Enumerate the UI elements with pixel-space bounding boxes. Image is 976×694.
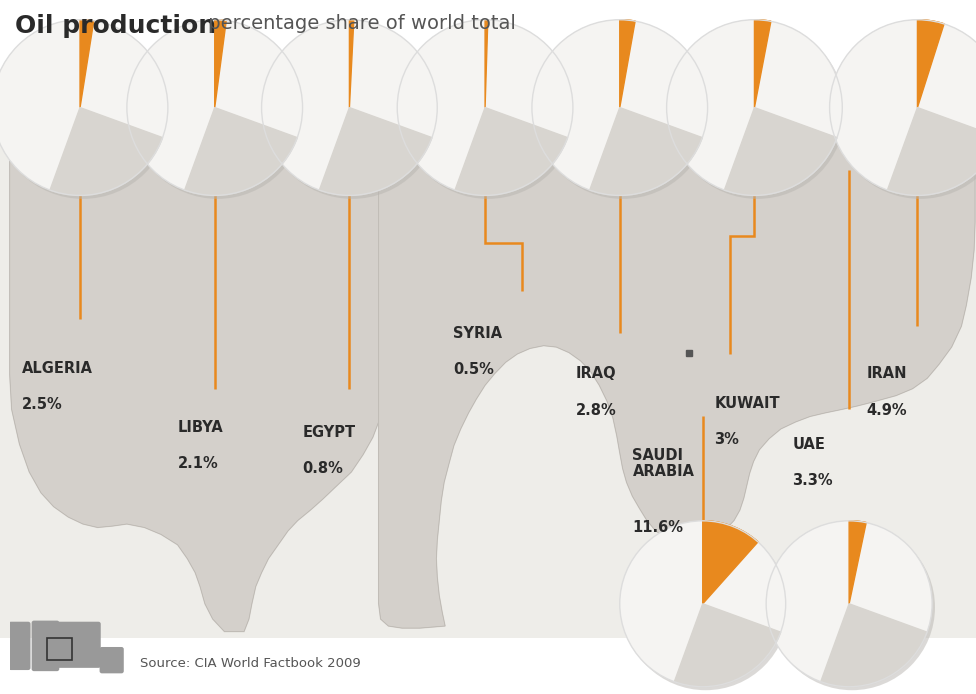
Text: 0.5%: 0.5% bbox=[453, 362, 494, 378]
Ellipse shape bbox=[532, 19, 708, 196]
Text: KUWAIT: KUWAIT bbox=[714, 396, 780, 411]
Text: LIBYA: LIBYA bbox=[178, 420, 224, 435]
Polygon shape bbox=[184, 108, 298, 196]
Ellipse shape bbox=[769, 524, 935, 691]
Ellipse shape bbox=[833, 23, 976, 199]
Polygon shape bbox=[10, 139, 410, 632]
Ellipse shape bbox=[830, 19, 976, 196]
Text: EGYPT: EGYPT bbox=[303, 425, 355, 440]
Ellipse shape bbox=[264, 23, 440, 199]
Ellipse shape bbox=[127, 19, 303, 196]
Polygon shape bbox=[754, 19, 771, 108]
Polygon shape bbox=[80, 19, 94, 108]
Ellipse shape bbox=[397, 19, 573, 196]
Ellipse shape bbox=[397, 19, 573, 196]
Text: 2.5%: 2.5% bbox=[21, 397, 62, 412]
Bar bbox=[47, 638, 72, 660]
Text: 4.9%: 4.9% bbox=[867, 403, 908, 418]
Polygon shape bbox=[349, 19, 354, 108]
FancyBboxPatch shape bbox=[9, 622, 30, 670]
Ellipse shape bbox=[535, 23, 711, 199]
Polygon shape bbox=[917, 19, 944, 108]
Ellipse shape bbox=[127, 19, 303, 196]
Polygon shape bbox=[849, 520, 866, 604]
Text: 2.1%: 2.1% bbox=[178, 456, 219, 471]
Polygon shape bbox=[724, 108, 837, 196]
Polygon shape bbox=[215, 19, 226, 108]
Text: UAE: UAE bbox=[793, 437, 826, 452]
Polygon shape bbox=[674, 604, 781, 687]
Polygon shape bbox=[620, 19, 635, 108]
Polygon shape bbox=[379, 139, 975, 628]
Polygon shape bbox=[590, 108, 703, 196]
Ellipse shape bbox=[620, 520, 786, 687]
FancyBboxPatch shape bbox=[31, 620, 60, 671]
Polygon shape bbox=[485, 19, 488, 108]
Text: 11.6%: 11.6% bbox=[632, 520, 683, 535]
Ellipse shape bbox=[0, 19, 168, 196]
Polygon shape bbox=[485, 19, 488, 108]
FancyBboxPatch shape bbox=[100, 647, 124, 673]
Text: percentage share of world total: percentage share of world total bbox=[202, 14, 516, 33]
Ellipse shape bbox=[532, 19, 708, 196]
Polygon shape bbox=[50, 108, 163, 196]
Ellipse shape bbox=[667, 19, 842, 196]
Polygon shape bbox=[319, 108, 432, 196]
Ellipse shape bbox=[262, 19, 437, 196]
Text: IRAN: IRAN bbox=[867, 366, 907, 382]
Ellipse shape bbox=[400, 23, 576, 199]
Polygon shape bbox=[849, 520, 866, 604]
FancyBboxPatch shape bbox=[56, 622, 101, 668]
Text: 3.3%: 3.3% bbox=[793, 473, 834, 489]
Ellipse shape bbox=[0, 23, 171, 199]
Text: Source: CIA World Factbook 2009: Source: CIA World Factbook 2009 bbox=[140, 657, 360, 670]
Text: 0.8%: 0.8% bbox=[303, 461, 344, 476]
Text: SAUDI
ARABIA: SAUDI ARABIA bbox=[632, 448, 695, 479]
Text: 3%: 3% bbox=[714, 432, 739, 447]
Polygon shape bbox=[455, 108, 568, 196]
Bar bbox=[0, 125, 976, 638]
Ellipse shape bbox=[130, 23, 305, 199]
Ellipse shape bbox=[766, 520, 932, 687]
Polygon shape bbox=[917, 19, 944, 108]
Polygon shape bbox=[80, 19, 94, 108]
Text: SYRIA: SYRIA bbox=[453, 326, 502, 341]
Ellipse shape bbox=[670, 23, 845, 199]
Polygon shape bbox=[754, 19, 771, 108]
Text: IRAQ: IRAQ bbox=[576, 366, 617, 382]
Polygon shape bbox=[821, 604, 927, 687]
Ellipse shape bbox=[0, 19, 168, 196]
Ellipse shape bbox=[667, 19, 842, 196]
Ellipse shape bbox=[262, 19, 437, 196]
Text: 2.8%: 2.8% bbox=[576, 403, 617, 418]
Polygon shape bbox=[887, 108, 976, 196]
Ellipse shape bbox=[620, 520, 786, 687]
Polygon shape bbox=[620, 19, 635, 108]
Text: Oil production: Oil production bbox=[15, 14, 216, 38]
Ellipse shape bbox=[623, 524, 789, 691]
Ellipse shape bbox=[766, 520, 932, 687]
Polygon shape bbox=[215, 19, 226, 108]
Polygon shape bbox=[703, 520, 758, 604]
Polygon shape bbox=[703, 520, 758, 604]
Polygon shape bbox=[349, 19, 354, 108]
Text: ALGERIA: ALGERIA bbox=[21, 361, 93, 376]
Ellipse shape bbox=[830, 19, 976, 196]
